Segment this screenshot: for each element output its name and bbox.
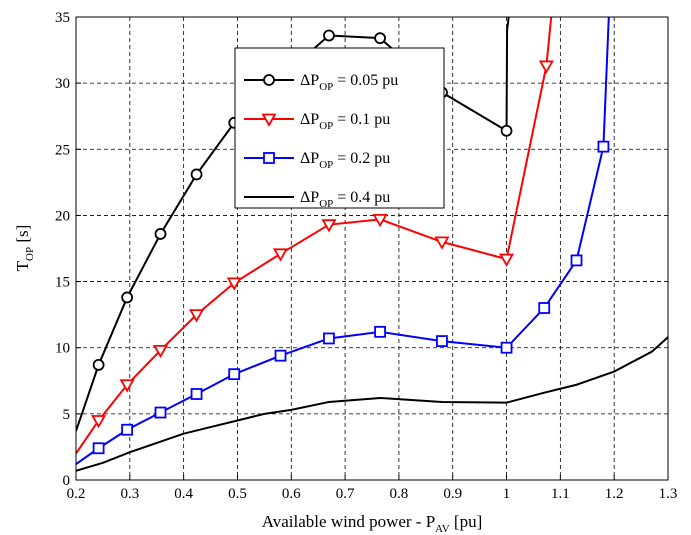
data-point	[119, 379, 135, 393]
data-point	[152, 344, 169, 359]
legend-label: ΔPOP = 0.1 pu	[300, 111, 390, 132]
data-point	[92, 442, 105, 455]
data-point	[323, 29, 335, 42]
x-tick-label: 0.8	[390, 486, 409, 502]
plot-frame	[75, 16, 669, 481]
data-point	[272, 248, 289, 262]
data-point	[498, 253, 515, 267]
data-point	[228, 368, 241, 381]
data-point	[121, 423, 134, 436]
x-tick-label: 0.2	[67, 486, 86, 502]
legend-item-4: ΔPOP = 0.4 pu	[244, 189, 390, 210]
x-tick-label: 1.3	[659, 486, 678, 502]
y-tick-label: 20	[55, 208, 70, 224]
ticks: 0.2 0.3 0.4 0.5 0.6 0.7 0.8 0.9 1 1.1 1.2 1.3 0 5 10 15…	[55, 10, 677, 502]
x-tick-label: 0.9	[443, 486, 462, 502]
data-point	[434, 236, 450, 250]
data-point	[154, 406, 167, 419]
y-tick-label: 0	[63, 473, 71, 489]
y-tick-label: 30	[55, 76, 70, 92]
x-tick-label: 0.5	[228, 486, 247, 502]
data-point	[154, 228, 167, 240]
x-axis-title: Available wind power - PAV [pu]	[262, 512, 482, 535]
x-tick-label: 1.1	[551, 486, 570, 502]
series-layer	[76, 17, 668, 472]
legend-marker	[263, 74, 275, 86]
data-point	[321, 219, 337, 233]
data-point	[190, 168, 203, 181]
series-2	[76, 17, 554, 455]
data-point	[189, 309, 205, 323]
x-tick-label: 0.3	[120, 486, 139, 502]
data-point	[538, 302, 551, 314]
data-point	[190, 388, 203, 400]
data-point	[538, 60, 554, 74]
data-point	[374, 325, 386, 338]
y-tick-label: 35	[55, 10, 70, 26]
data-point	[500, 124, 513, 137]
data-point	[91, 415, 107, 429]
legend-label: ΔPOP = 0.4 pu	[300, 189, 390, 210]
legend-label: ΔPOP = 0.2 pu	[300, 150, 390, 171]
y-tick-label: 15	[55, 275, 70, 291]
legend-label: ΔPOP = 0.05 pu	[300, 72, 398, 93]
x-tick-label: 0.4	[174, 486, 193, 502]
data-point	[226, 277, 242, 291]
data-point	[274, 349, 287, 362]
series-line	[76, 336, 668, 472]
x-tick-label: 0.6	[282, 486, 301, 502]
series-4	[76, 336, 668, 472]
data-point	[436, 335, 448, 348]
data-point	[374, 32, 386, 45]
data-point	[597, 140, 610, 153]
y-tick-label: 10	[55, 341, 70, 357]
legend-item-1: ΔPOP = 0.05 pu	[244, 72, 398, 93]
x-tick-label: 0.7	[336, 486, 355, 502]
legend-marker	[261, 113, 277, 127]
legend-item-3: ΔPOP = 0.2 pu	[244, 150, 390, 171]
data-point	[121, 291, 134, 304]
legend-item-2: ΔPOP = 0.1 pu	[244, 111, 390, 132]
data-point	[500, 341, 513, 354]
x-tick-label: 1	[503, 486, 511, 502]
data-point	[92, 359, 105, 371]
legend: ΔPOP = 0.05 pu ΔPOP = 0.1 pu ΔPOP = 0.2 pu…	[234, 47, 445, 210]
data-point	[323, 332, 335, 345]
x-tick-label: 1.2	[605, 486, 624, 502]
data-point	[372, 213, 388, 228]
y-tick-label: 25	[55, 142, 70, 158]
legend-marker	[263, 152, 275, 164]
y-axis-title: TOP [s]	[13, 225, 36, 272]
y-tick-label: 5	[63, 407, 71, 423]
series-3	[76, 17, 610, 465]
data-point	[570, 254, 583, 267]
